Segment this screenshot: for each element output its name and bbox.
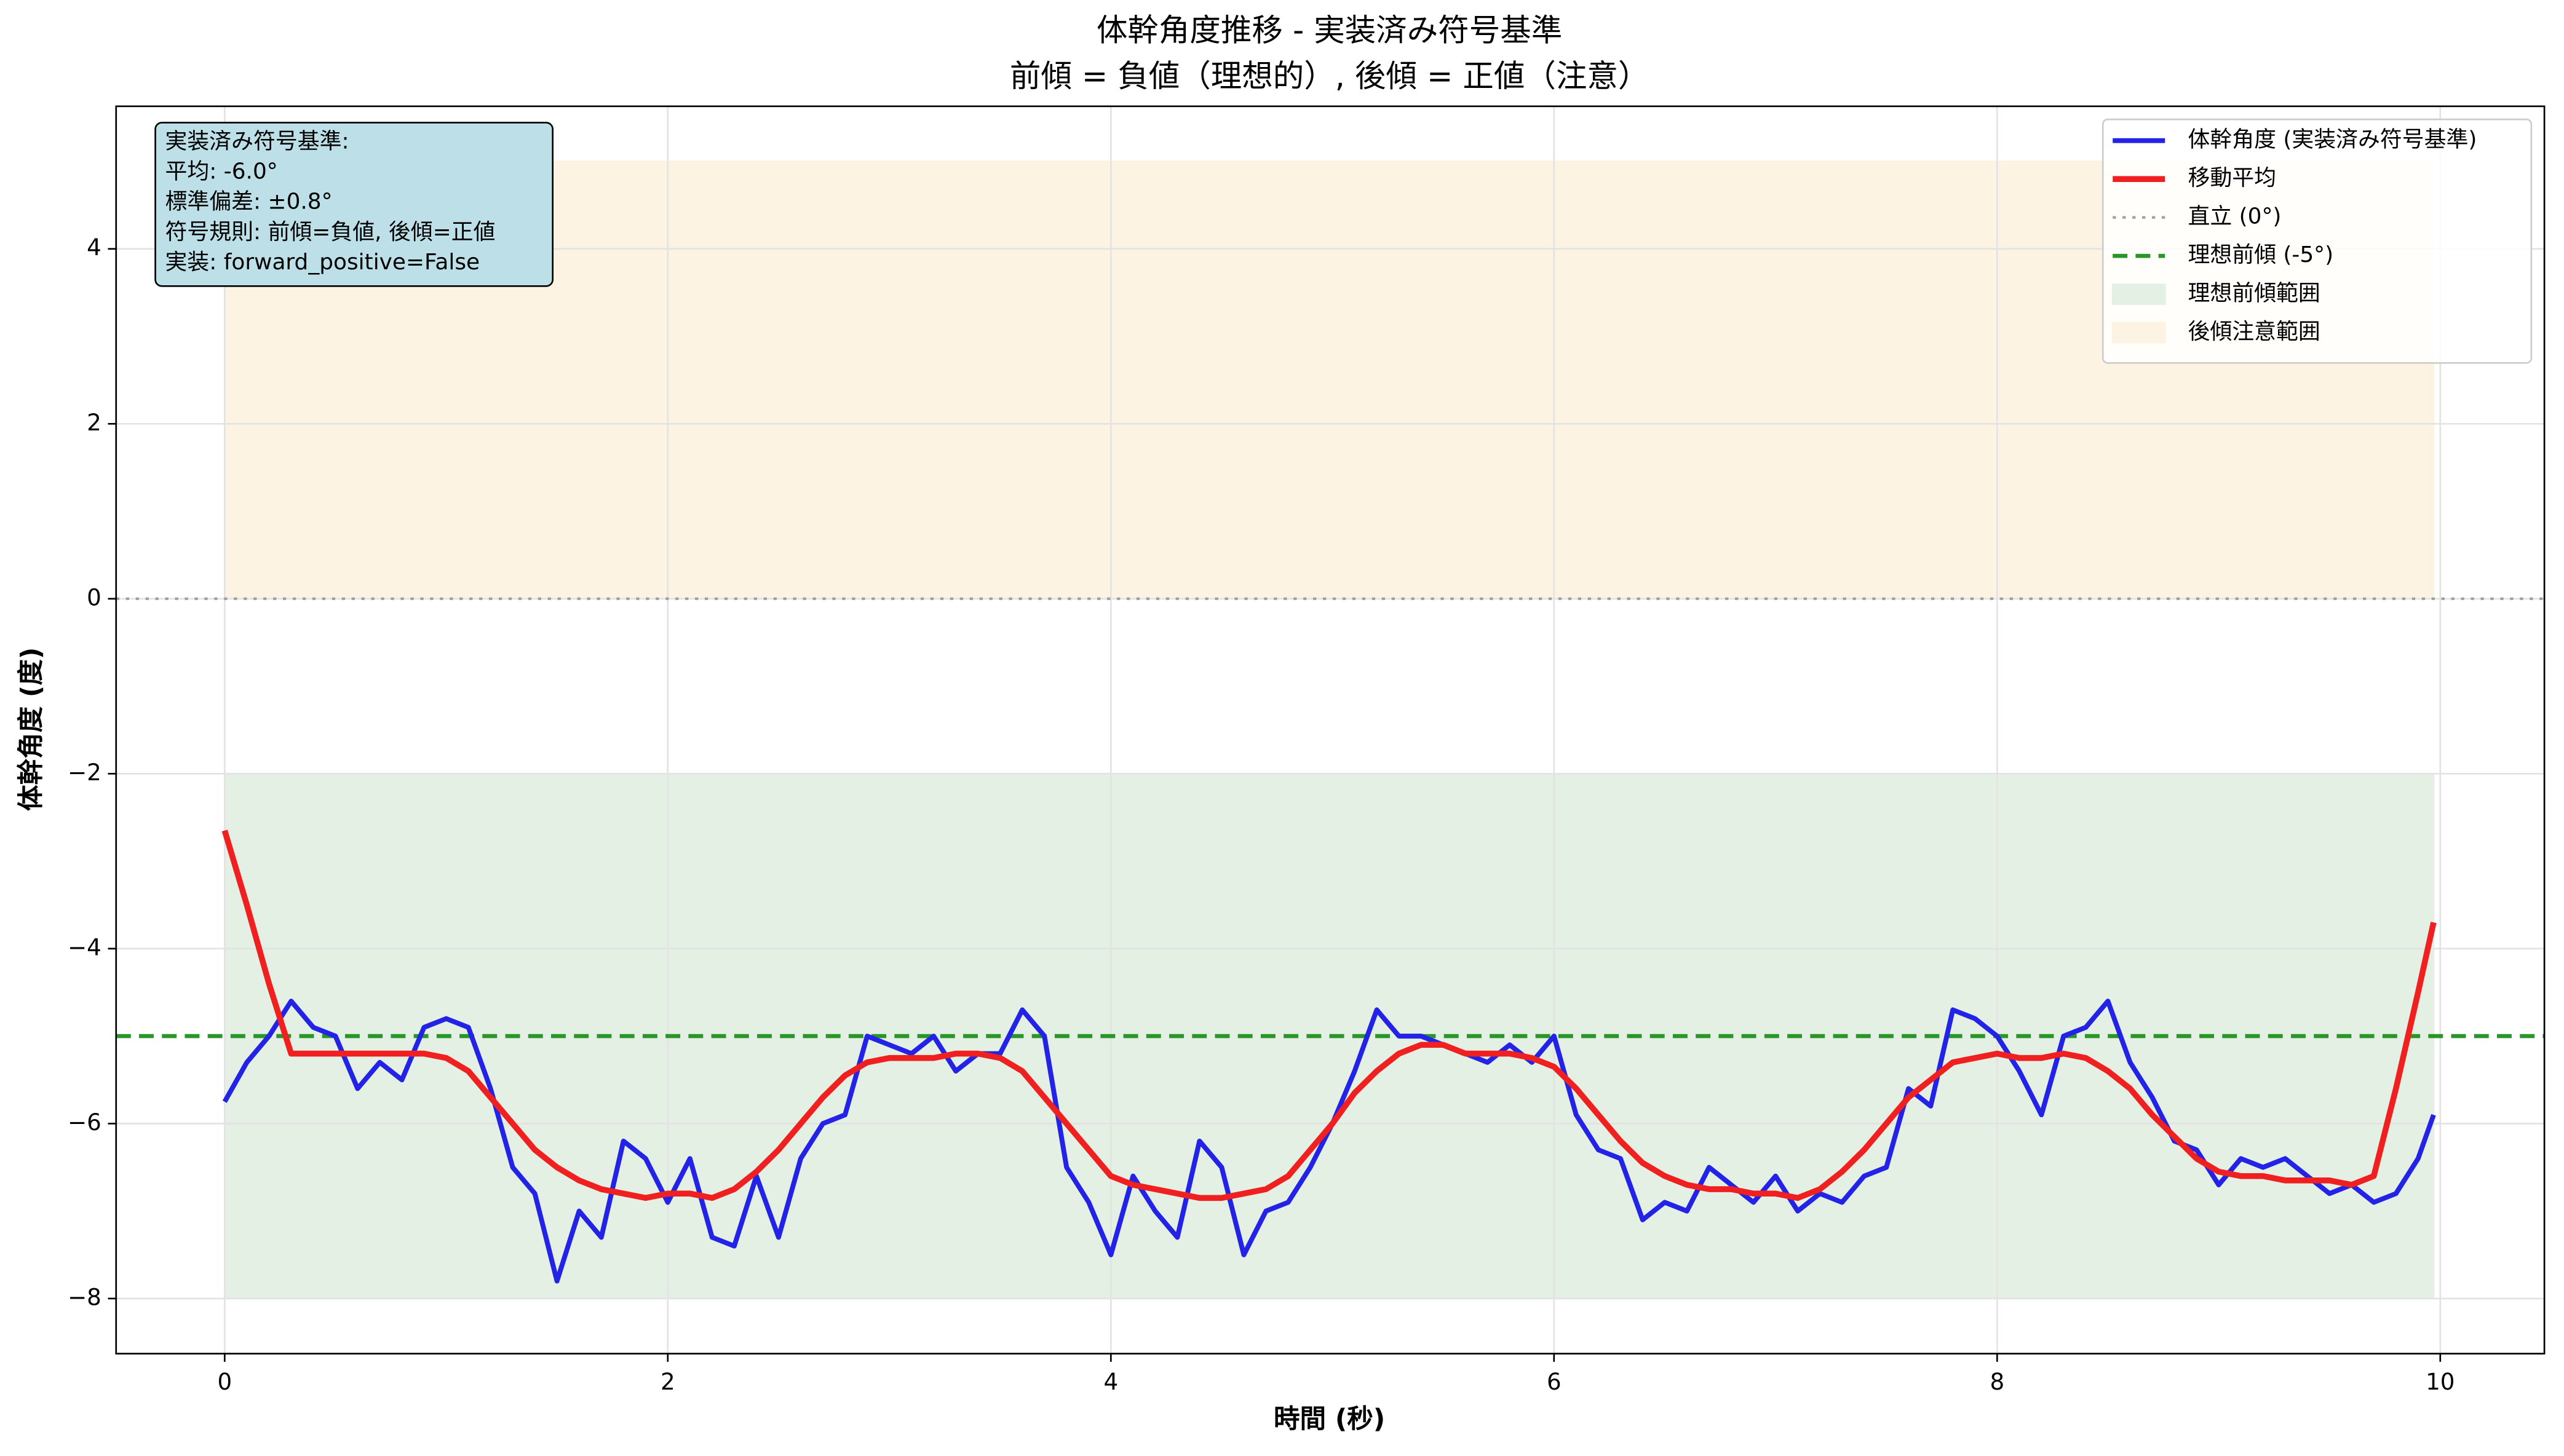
y-tick-label: 0 — [87, 584, 101, 611]
chart-title: 体幹角度推移 - 実装済み符号基準 — [1097, 12, 1562, 49]
legend-swatch — [2111, 322, 2166, 344]
info-text: 標準偏差: ±0.8° — [165, 189, 333, 215]
info-text: 実装: forward_positive=False — [165, 250, 480, 275]
x-tick-label: 0 — [217, 1368, 232, 1395]
chart-subtitle: 前傾 = 負値（理想的）, 後傾 = 正値（注意） — [1010, 58, 1649, 94]
legend-label: 後傾注意範囲 — [2188, 319, 2320, 344]
legend-swatch — [2111, 283, 2166, 305]
legend-label: 体幹角度 (実装済み符号基準) — [2188, 127, 2477, 152]
y-tick-label: −4 — [68, 933, 101, 960]
legend-label: 理想前傾範囲 — [2188, 281, 2320, 306]
plot-frame — [115, 105, 2546, 1355]
series-line — [221, 829, 2437, 1201]
legend-box — [2102, 118, 2533, 364]
legend-label: 移動平均 — [2188, 165, 2276, 191]
legend-label: 直立 (0°) — [2188, 204, 2281, 229]
info-box: 実装済み符号基準: 平均: -6.0° 標準偏差: ±0.8° 符号規則: 前傾=負値… — [154, 122, 554, 287]
band — [223, 160, 2435, 600]
x-tick-label: 8 — [1990, 1368, 2004, 1395]
x-tick-label: 4 — [1103, 1368, 1118, 1395]
y-axis-label: 体幹角度 (度) — [17, 647, 47, 811]
x-tick-label: 6 — [1547, 1368, 1562, 1395]
y-tick-label: −2 — [68, 759, 101, 786]
y-tick-label: −8 — [68, 1283, 101, 1310]
info-box-bg — [154, 122, 554, 287]
x-axis-label: 時間 (秒) — [1274, 1404, 1385, 1434]
info-text: 実装済み符号基準: — [165, 129, 349, 154]
legend-label: 理想前傾 (-5°) — [2188, 242, 2333, 267]
x-tick-label: 10 — [2426, 1368, 2455, 1395]
y-tick-label: 4 — [87, 234, 101, 261]
y-tick-label: 2 — [87, 409, 101, 436]
info-text: 平均: -6.0° — [165, 159, 278, 184]
y-tick-label: −6 — [68, 1109, 101, 1136]
x-tick-label: 2 — [661, 1368, 675, 1395]
info-text: 符号規則: 前傾=負値, 後傾=正値 — [165, 220, 496, 245]
